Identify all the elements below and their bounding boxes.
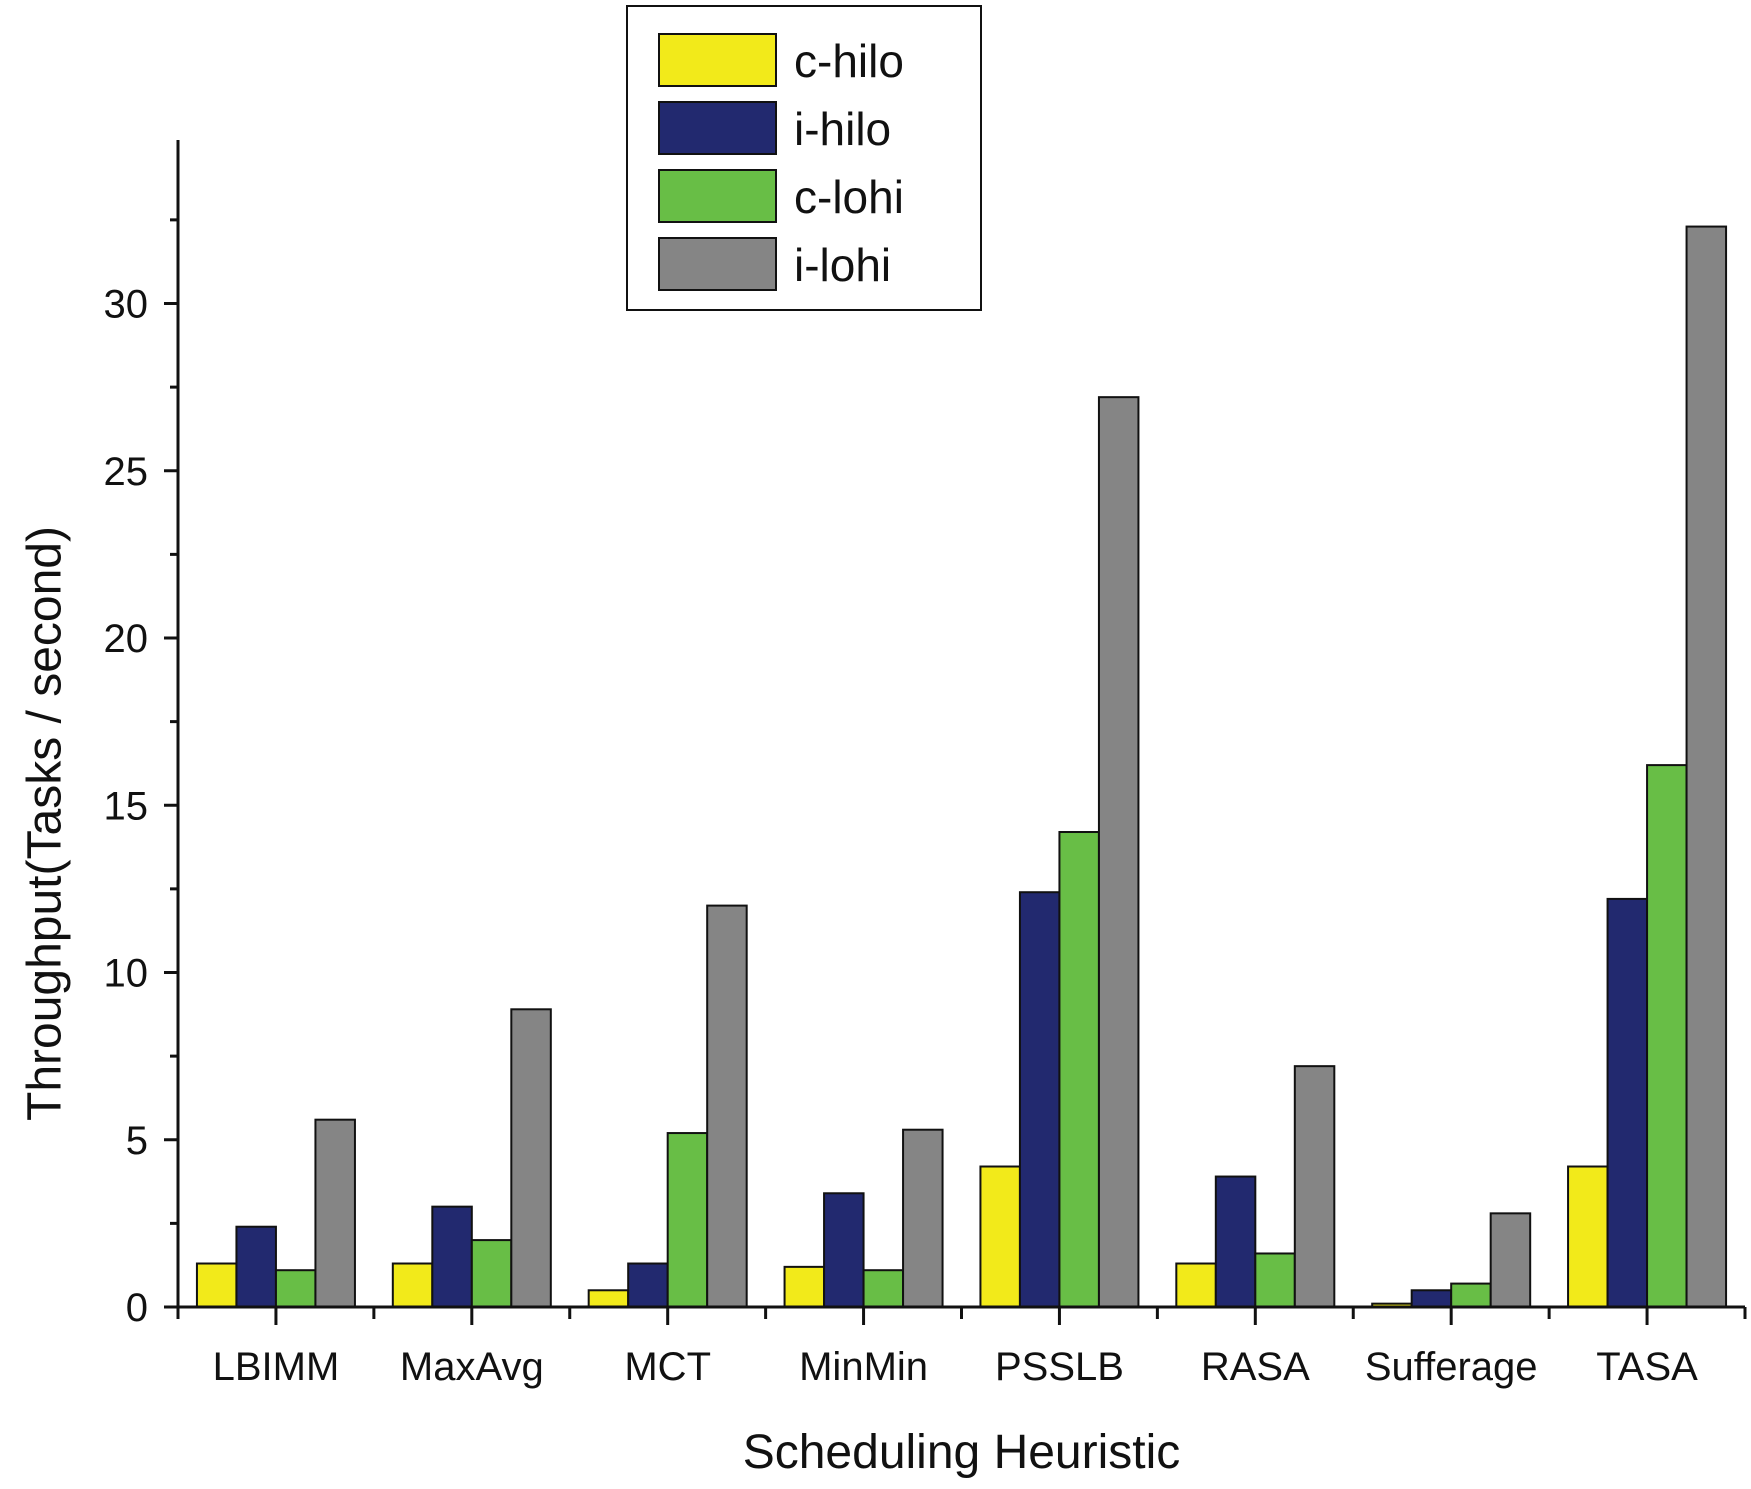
bars-layer [195, 225, 1728, 1309]
legend-label-i-hilo: i-hilo [794, 103, 891, 155]
x-axis-title: Scheduling Heuristic [743, 1426, 1181, 1479]
bar-c-lohi-maxavg [470, 1239, 513, 1308]
y-tick-label: 0 [126, 1286, 148, 1330]
bar-i-lohi-minmin [902, 1128, 944, 1308]
legend-label-c-hilo: c-hilo [794, 35, 904, 87]
legend-label-i-lohi: i-lohi [794, 239, 891, 291]
x-tick-label-maxavg: MaxAvg [400, 1345, 544, 1389]
bar-i-lohi-tasa [1685, 225, 1728, 1309]
legend-swatch-i-hilo [658, 101, 777, 155]
bar-i-lohi-mct [706, 904, 748, 1308]
bar-i-lohi-psslb [1097, 396, 1140, 1309]
bar-c-lohi-rasa [1254, 1252, 1296, 1308]
bar-i-hilo-rasa [1214, 1175, 1257, 1309]
axes-layer [176, 140, 1745, 1309]
y-tick-label: 30 [104, 283, 149, 327]
y-axis-title: Throughput(Tasks / second) [19, 526, 72, 1121]
bar-c-hilo-rasa [1175, 1262, 1217, 1309]
bar-i-lohi-rasa [1293, 1065, 1336, 1309]
x-tick-label-minmin: MinMin [799, 1345, 928, 1389]
bar-c-lohi-tasa [1646, 764, 1688, 1308]
bar-i-hilo-psslb [1018, 891, 1061, 1308]
y-tick-label: 5 [126, 1119, 148, 1163]
legend-swatch-c-hilo [658, 33, 777, 87]
y-tick-label: 10 [104, 952, 149, 996]
y-tick-label: 20 [104, 617, 149, 661]
bar-c-hilo-mct [587, 1289, 630, 1309]
y-tick-label: 25 [104, 450, 149, 494]
ticks-layer: 0 5 10 15 20 25 30 LBIMM MaxAvg MCT MinMin PSSLB RAS… [104, 218, 1747, 1389]
bar-i-lohi-sufferage [1489, 1212, 1532, 1308]
bar-c-hilo-minmin [783, 1265, 826, 1308]
x-tick-label-sufferage: Sufferage [1365, 1345, 1538, 1389]
legend-label-c-lohi: c-lohi [794, 171, 904, 223]
x-tick-label-tasa: TASA [1596, 1345, 1698, 1389]
bar-i-lohi-maxavg [510, 1008, 552, 1308]
bar-i-hilo-sufferage [1410, 1289, 1453, 1309]
bar-i-lohi-lbimm [314, 1118, 356, 1309]
bar-i-hilo-maxavg [431, 1205, 473, 1309]
legend-swatch-i-lohi [658, 237, 777, 291]
x-tick-label-lbimm: LBIMM [213, 1345, 340, 1389]
legend-swatch-c-lohi [658, 169, 777, 223]
x-tick-label-psslb: PSSLB [995, 1345, 1124, 1389]
bar-i-hilo-minmin [823, 1192, 865, 1309]
bar-c-lohi-lbimm [274, 1269, 317, 1308]
bar-c-hilo-tasa [1567, 1165, 1609, 1309]
x-tick-label-rasa: RASA [1201, 1345, 1310, 1389]
bar-i-hilo-lbimm [235, 1225, 277, 1308]
bar-c-hilo-lbimm [195, 1262, 238, 1309]
x-tick-label-mct: MCT [624, 1345, 711, 1389]
bar-c-lohi-minmin [862, 1269, 905, 1308]
y-tick-label: 15 [104, 784, 149, 828]
bar-c-lohi-mct [666, 1132, 709, 1309]
bar-c-hilo-psslb [979, 1165, 1021, 1309]
bar-i-hilo-mct [627, 1262, 669, 1309]
bar-c-hilo-maxavg [391, 1262, 434, 1309]
bar-c-lohi-sufferage [1450, 1282, 1492, 1308]
bar-i-hilo-tasa [1606, 897, 1649, 1308]
legend: c-hilo i-hilo c-lohi i-lohi [626, 5, 982, 311]
bar-c-lohi-psslb [1058, 831, 1100, 1308]
